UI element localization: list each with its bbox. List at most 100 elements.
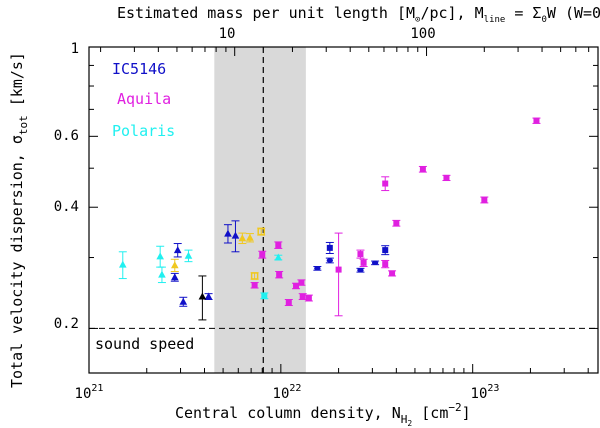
- point-marker: [170, 273, 179, 281]
- data-point: [258, 250, 267, 259]
- data-point: [532, 117, 541, 124]
- data-point: [118, 251, 127, 280]
- data-point: [480, 196, 489, 204]
- point-marker: [257, 227, 265, 236]
- data-point: [204, 292, 213, 300]
- sound-speed-label: sound speed: [95, 335, 194, 353]
- data-point: [371, 260, 380, 266]
- data-point: [198, 275, 207, 321]
- data-point: [359, 258, 368, 267]
- point-marker: [335, 266, 342, 273]
- x-tick-label-1e23: 1023: [471, 383, 500, 402]
- point-marker: [118, 260, 127, 268]
- point-marker: [326, 244, 333, 251]
- point-marker: [224, 229, 232, 237]
- point-marker: [156, 252, 164, 260]
- data-point: [173, 243, 182, 258]
- data-point: [274, 241, 283, 249]
- point-marker: [198, 292, 207, 300]
- y-tick-label-1: 1: [71, 41, 79, 57]
- point-marker: [481, 196, 488, 203]
- data-point: [275, 270, 284, 279]
- data-point: [392, 219, 401, 227]
- point-marker: [382, 180, 389, 187]
- point-marker: [298, 279, 305, 286]
- data-point: [257, 227, 266, 236]
- point-marker: [314, 266, 321, 271]
- data-point: [381, 259, 390, 269]
- data-point: [170, 272, 179, 282]
- point-marker: [259, 251, 266, 258]
- point-marker: [246, 233, 254, 241]
- data-point: [304, 294, 313, 302]
- plot-frame: [88, 46, 599, 374]
- point-marker: [275, 242, 282, 249]
- top-tick-label-10: 10: [219, 26, 236, 42]
- data-point: [356, 267, 365, 273]
- tick-marks: [88, 46, 598, 373]
- point-marker: [443, 174, 450, 181]
- point-marker: [382, 261, 389, 268]
- data-point: [156, 245, 165, 268]
- x-axis-title: Central column density, NH2 [cm−2]: [175, 401, 471, 428]
- data-point: [274, 253, 283, 261]
- data-point: [245, 233, 254, 243]
- point-marker: [276, 271, 283, 278]
- point-marker: [360, 259, 367, 266]
- point-marker: [389, 270, 396, 277]
- data-point: [250, 282, 259, 289]
- y-tick-label-0.2: 0.2: [54, 316, 79, 332]
- data-point: [381, 176, 390, 192]
- point-marker: [299, 293, 306, 300]
- point-marker: [326, 258, 334, 263]
- shaded-band: [214, 47, 306, 373]
- data-point: [325, 241, 334, 254]
- point-marker: [251, 282, 258, 289]
- y-axis-title: Total velocity dispersion, σtot [km/s]: [8, 52, 30, 388]
- data-point: [238, 232, 247, 245]
- y-tick-label-0.6: 0.6: [54, 128, 79, 144]
- data-point: [334, 232, 343, 317]
- y-tick-label-0.4: 0.4: [54, 199, 79, 215]
- point-marker: [261, 292, 268, 299]
- point-marker: [357, 251, 364, 258]
- point-marker: [250, 272, 259, 280]
- data-point: [179, 296, 188, 307]
- data-point: [325, 257, 334, 264]
- data-point: [250, 272, 259, 280]
- point-marker: [285, 299, 292, 306]
- data-point: [418, 165, 427, 173]
- point-marker: [274, 253, 283, 261]
- data-point: [388, 270, 397, 277]
- legend-ic5146: IC5146: [112, 60, 166, 78]
- point-marker: [179, 297, 188, 305]
- legend-polaris: Polaris: [112, 122, 175, 140]
- point-marker: [357, 268, 364, 273]
- data-point: [223, 224, 232, 244]
- x-tick-label-1e22: 1022: [273, 383, 302, 402]
- point-marker: [371, 260, 379, 266]
- legend-aquila: Aquila: [117, 90, 171, 108]
- point-marker: [184, 251, 193, 259]
- data-point: [231, 220, 240, 253]
- data-point: [298, 293, 307, 300]
- data-point: [157, 266, 166, 284]
- point-marker: [173, 246, 182, 254]
- top-tick-label-100: 100: [410, 26, 435, 42]
- data-point: [184, 249, 193, 263]
- data-point: [313, 265, 322, 271]
- data-points: [118, 117, 541, 321]
- data-point: [356, 249, 365, 259]
- point-marker: [419, 166, 426, 173]
- point-marker: [382, 247, 389, 254]
- point-marker: [533, 117, 540, 124]
- point-marker: [305, 295, 312, 302]
- point-marker: [293, 282, 300, 289]
- data-point: [284, 298, 293, 307]
- point-marker: [170, 261, 179, 269]
- point-marker: [393, 220, 400, 227]
- x-tick-label-1e21: 1021: [75, 383, 104, 402]
- point-marker: [204, 292, 213, 300]
- data-point: [260, 292, 269, 300]
